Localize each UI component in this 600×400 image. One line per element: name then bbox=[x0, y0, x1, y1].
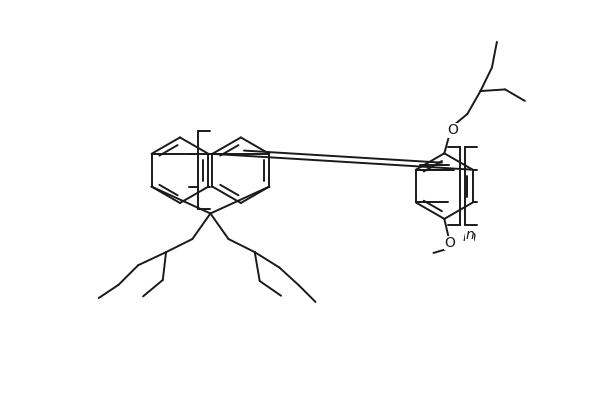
Text: O: O bbox=[447, 123, 458, 137]
Text: O: O bbox=[444, 236, 455, 250]
Text: n: n bbox=[465, 228, 474, 242]
Text: m: m bbox=[462, 230, 476, 244]
